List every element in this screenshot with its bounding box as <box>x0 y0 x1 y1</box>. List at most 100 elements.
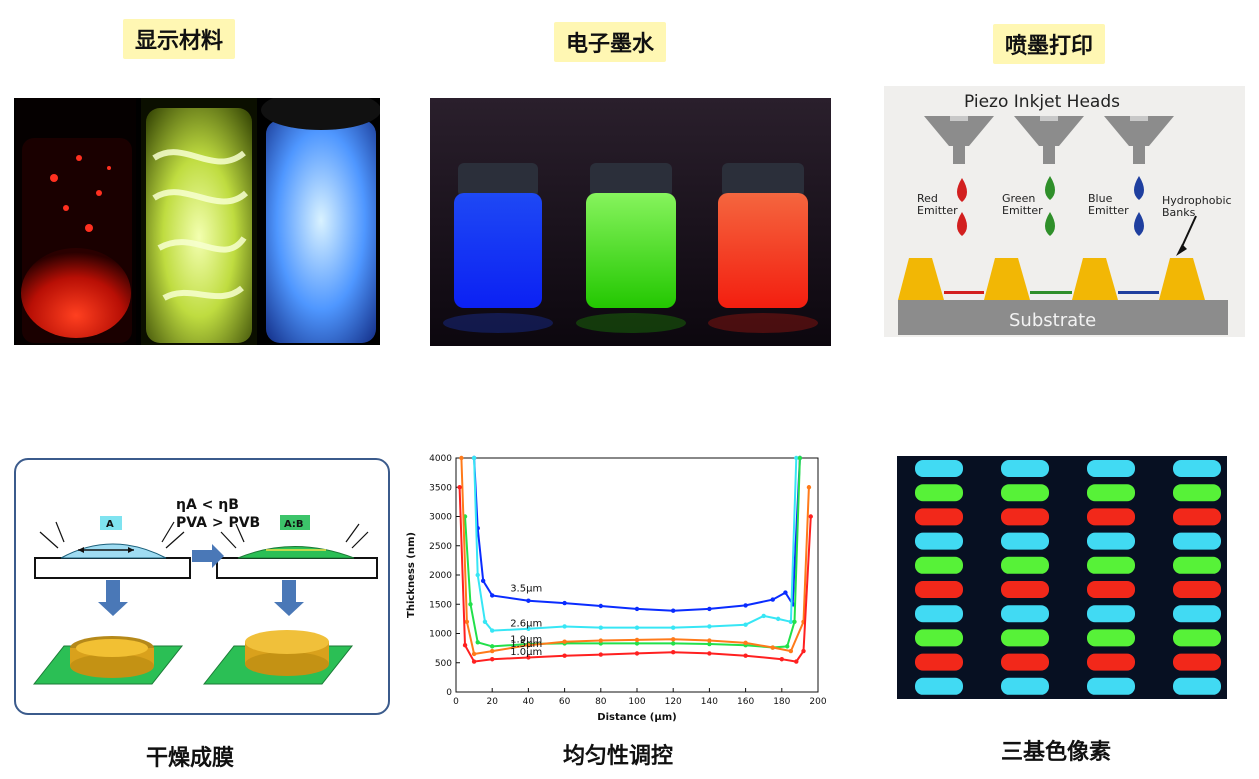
label-inkjet-printing: 喷墨打印 <box>993 24 1106 64</box>
data-point <box>480 578 486 584</box>
pixel-subpixel <box>915 484 963 502</box>
pixel-subpixel <box>1087 605 1135 623</box>
pixel-subpixel <box>1087 653 1135 671</box>
data-point <box>743 653 748 658</box>
pixel-subpixel <box>1001 581 1049 598</box>
x-tick-label: 140 <box>701 697 718 707</box>
inkjet-title: Piezo Inkjet Heads <box>964 92 1120 112</box>
data-point <box>794 659 799 664</box>
data-point <box>482 619 488 624</box>
x-tick-label: 60 <box>559 697 571 707</box>
pixel-subpixel <box>915 508 963 526</box>
pixel-subpixel <box>1173 508 1221 526</box>
y-tick-label: 3500 <box>429 483 452 493</box>
y-tick-label: 500 <box>435 659 452 669</box>
pixel-subpixel <box>1001 556 1049 574</box>
data-point <box>707 606 712 612</box>
data-point <box>775 616 781 622</box>
data-point <box>671 608 676 613</box>
data-point <box>490 648 495 654</box>
viscosity-relation: ηA < ηB <box>176 497 239 513</box>
data-point <box>634 651 640 656</box>
pixel-subpixel <box>1087 581 1135 598</box>
data-point <box>779 657 784 662</box>
data-point <box>471 659 477 664</box>
pixel-subpixel <box>1001 508 1049 526</box>
data-point <box>707 624 712 629</box>
pixel-subpixel <box>915 581 963 598</box>
data-point <box>598 625 603 630</box>
pixel-subpixel <box>1173 460 1221 477</box>
data-point <box>634 625 640 630</box>
pixel-grid <box>915 460 1221 695</box>
data-point <box>526 626 531 632</box>
banks-label: Hydrophobic Banks <box>1162 194 1232 219</box>
pixel-subpixel <box>915 460 963 477</box>
data-point <box>490 628 495 633</box>
data-point <box>598 638 603 643</box>
data-point <box>770 645 775 650</box>
data-point <box>459 455 464 461</box>
data-point <box>783 590 788 595</box>
x-axis-label: Distance (μm) <box>597 712 676 723</box>
label-electronic-ink: 电子墨水 <box>554 22 667 62</box>
series-label: 1.0μm <box>510 647 542 658</box>
data-point <box>457 485 462 490</box>
data-point <box>471 651 477 657</box>
x-tick-label: 20 <box>486 697 498 707</box>
pixel-subpixel <box>1173 532 1221 550</box>
series-label: 1.9μm <box>510 634 542 645</box>
thickness-chart: 0 20 40 60 80 100 120 140 160 180 200 0 500 1000 1500 2… <box>400 448 826 726</box>
data-point <box>475 640 480 645</box>
pixel-subpixel <box>1087 484 1135 502</box>
series-label: 3.5μm <box>510 583 542 594</box>
data-point <box>634 637 640 643</box>
vapor-pressure-relation: PVA > PVB <box>176 515 260 531</box>
data-point <box>801 648 806 654</box>
display-materials-photo <box>14 98 380 345</box>
pixel-subpixel <box>915 629 963 647</box>
data-point <box>788 619 794 624</box>
label-drying-film: 干燥成膜 <box>146 746 235 771</box>
y-tick-label: 4000 <box>429 454 452 464</box>
x-tick-label: 80 <box>595 697 607 707</box>
data-point <box>707 651 712 656</box>
data-point <box>794 455 799 461</box>
label-a: A <box>106 519 114 530</box>
data-point <box>671 637 676 642</box>
pixel-subpixel <box>1001 532 1049 550</box>
y-tick-label: 1000 <box>429 630 452 640</box>
x-tick-label: 100 <box>628 697 645 707</box>
data-point <box>808 514 813 519</box>
pixel-subpixel <box>1001 629 1049 647</box>
pixel-subpixel <box>1087 508 1135 526</box>
data-point <box>797 455 803 461</box>
pixel-subpixel <box>1173 605 1221 623</box>
pixel-subpixel <box>1001 653 1049 671</box>
data-point <box>707 641 712 647</box>
data-point <box>671 641 676 646</box>
data-point <box>671 650 676 655</box>
data-point <box>490 657 495 662</box>
tricolor-pixels-photo <box>897 456 1227 699</box>
data-point <box>770 597 775 602</box>
series-label: 2.6μm <box>510 619 542 630</box>
series-label: 1.5μm <box>510 639 542 650</box>
data-point <box>598 652 603 657</box>
data-point <box>792 619 797 624</box>
pixel-subpixel <box>1173 484 1221 502</box>
red-emitter-label: Red Emitter <box>917 192 958 217</box>
data-point <box>562 639 567 644</box>
pixel-subpixel <box>915 605 963 623</box>
pixel-subpixel <box>1173 629 1221 647</box>
data-point <box>562 624 567 629</box>
pixel-subpixel <box>915 532 963 550</box>
pixel-subpixel <box>1087 629 1135 647</box>
electronic-ink-photo <box>430 98 831 346</box>
drying-film-diagram: ηA < ηB PVA > PVB A A:B <box>14 458 390 715</box>
data-point <box>598 603 603 609</box>
label-display-materials: 显示材料 <box>123 19 236 59</box>
y-tick-label: 3000 <box>429 513 452 523</box>
pixel-subpixel <box>1087 556 1135 574</box>
x-tick-label: 180 <box>773 697 790 707</box>
